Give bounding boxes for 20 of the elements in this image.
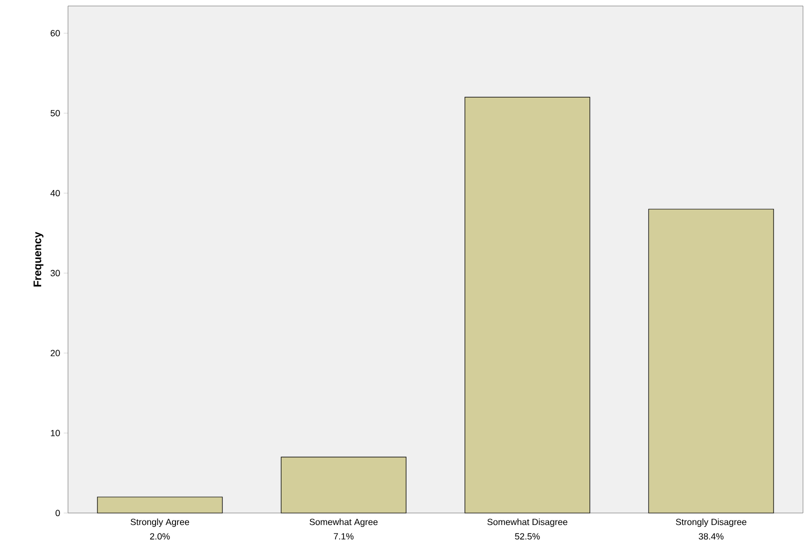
y-tick-label: 50 [50, 110, 60, 116]
text: 2.0% [150, 533, 170, 540]
y-tick-label: 40 [50, 190, 60, 196]
x-tick-label: Strongly Agree [130, 518, 190, 527]
text: 52.5% [515, 533, 540, 540]
bar [648, 208, 774, 514]
y-tick-label: 10 [50, 430, 60, 436]
y-tick-label: 20 [50, 350, 60, 356]
y-tick-label: 0 [56, 510, 60, 516]
y-axis-title: Frequency [34, 232, 44, 286]
y-tick-label: 60 [50, 30, 60, 36]
bar [97, 496, 223, 514]
text: 38.4% [698, 533, 724, 540]
y-tick-label: 30 [50, 270, 60, 276]
x-tick-label: Somewhat Agree [310, 518, 378, 527]
x-tick-label: Somewhat Disagree [487, 518, 568, 527]
x-tick-label: Strongly Disagree [676, 518, 746, 527]
text: 7.1% [334, 533, 354, 540]
bar [464, 96, 590, 514]
bar [280, 456, 406, 514]
